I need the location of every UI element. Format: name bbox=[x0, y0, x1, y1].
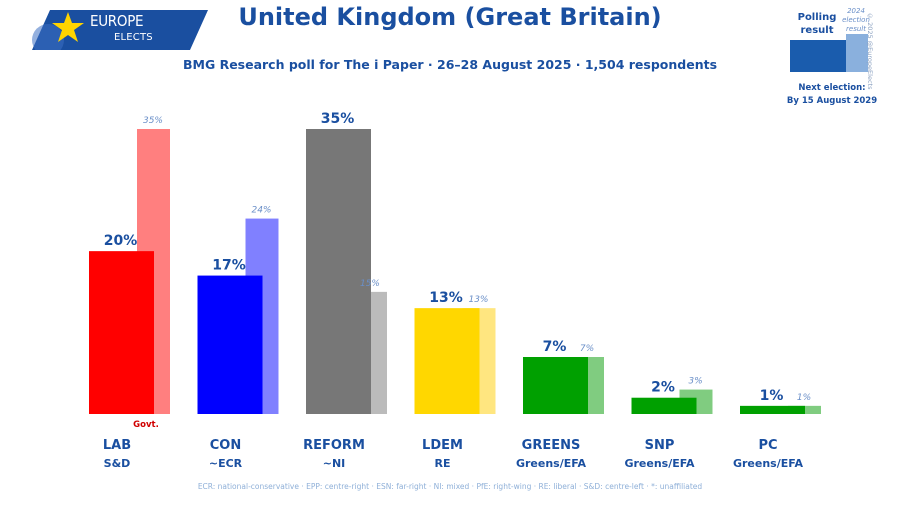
group-label-ldem: RE bbox=[435, 457, 451, 470]
group-label-snp: Greens/EFA bbox=[624, 457, 695, 470]
value-label-2024-greens: 7% bbox=[580, 344, 594, 354]
value-label-2024-con: 24% bbox=[251, 206, 271, 216]
chart-subtitle: BMG Research poll for The i Paper · 26–2… bbox=[182, 57, 718, 72]
party-label-snp: SNP bbox=[645, 438, 675, 453]
bar-poll-snp bbox=[631, 397, 697, 414]
group-label-pc: Greens/EFA bbox=[733, 457, 804, 470]
legend-election-swatch bbox=[846, 34, 868, 72]
value-label-poll-pc: 1% bbox=[760, 388, 784, 404]
value-label-2024-pc: 1% bbox=[797, 393, 811, 403]
group-label-greens: Greens/EFA bbox=[516, 457, 587, 470]
group-label-con: ~ECR bbox=[209, 457, 243, 470]
group-label-lab: S&D bbox=[104, 457, 131, 470]
footnote: ECR: national-conservative · EPP: centre… bbox=[197, 482, 703, 491]
value-label-poll-con: 17% bbox=[212, 258, 246, 274]
value-label-2024-ldem: 13% bbox=[468, 295, 488, 305]
next-election-date: By 15 August 2029 bbox=[786, 96, 878, 106]
legend-swatches bbox=[790, 34, 868, 72]
group-label-reform: ~NI bbox=[323, 457, 346, 470]
next-election-label: Next election: bbox=[798, 83, 866, 93]
bar-poll-pc bbox=[740, 405, 805, 414]
logo-text-elects: ELECTS bbox=[114, 32, 153, 43]
copyright: © 2025 @EuropeElects bbox=[866, 12, 874, 90]
value-label-poll-reform: 35% bbox=[321, 111, 355, 127]
value-label-poll-lab: 20% bbox=[104, 233, 138, 249]
value-label-poll-greens: 7% bbox=[543, 339, 567, 355]
bar-poll-ldem bbox=[414, 308, 480, 414]
value-label-2024-lab: 35% bbox=[143, 116, 163, 126]
next-election: Next election: By 15 August 2029 bbox=[782, 82, 882, 108]
party-label-reform: REFORM bbox=[303, 438, 365, 453]
party-label-pc: PC bbox=[758, 438, 777, 453]
chart-title: United Kingdom (Great Britain) bbox=[238, 3, 662, 31]
logo-banner bbox=[32, 10, 208, 50]
legend-election-label: 2024 election result bbox=[842, 7, 870, 33]
bar-poll-lab bbox=[89, 251, 154, 414]
party-label-lab: LAB bbox=[103, 438, 131, 453]
legend-poll-swatch bbox=[790, 40, 846, 72]
bar-poll-con bbox=[197, 275, 263, 414]
value-label-poll-ldem: 13% bbox=[429, 290, 463, 306]
logo-text-europe: EUROPE bbox=[90, 12, 144, 30]
legend: Polling result 2024 election result Next… bbox=[782, 5, 882, 115]
value-label-2024-reform: 15% bbox=[360, 279, 380, 289]
bar-poll-reform bbox=[306, 129, 371, 414]
value-label-2024-snp: 3% bbox=[688, 377, 702, 387]
party-label-con: CON bbox=[210, 438, 241, 453]
party-label-ldem: LDEM bbox=[422, 438, 463, 453]
europe-elects-logo: EUROPE ELECTS bbox=[30, 10, 208, 50]
bar-poll-greens bbox=[523, 357, 588, 414]
star-icon bbox=[52, 12, 84, 42]
value-label-poll-snp: 2% bbox=[651, 380, 675, 396]
party-label-greens: GREENS bbox=[522, 438, 581, 453]
legend-poll-label: Polling result bbox=[797, 12, 837, 36]
govt-label: Govt. bbox=[133, 420, 159, 430]
